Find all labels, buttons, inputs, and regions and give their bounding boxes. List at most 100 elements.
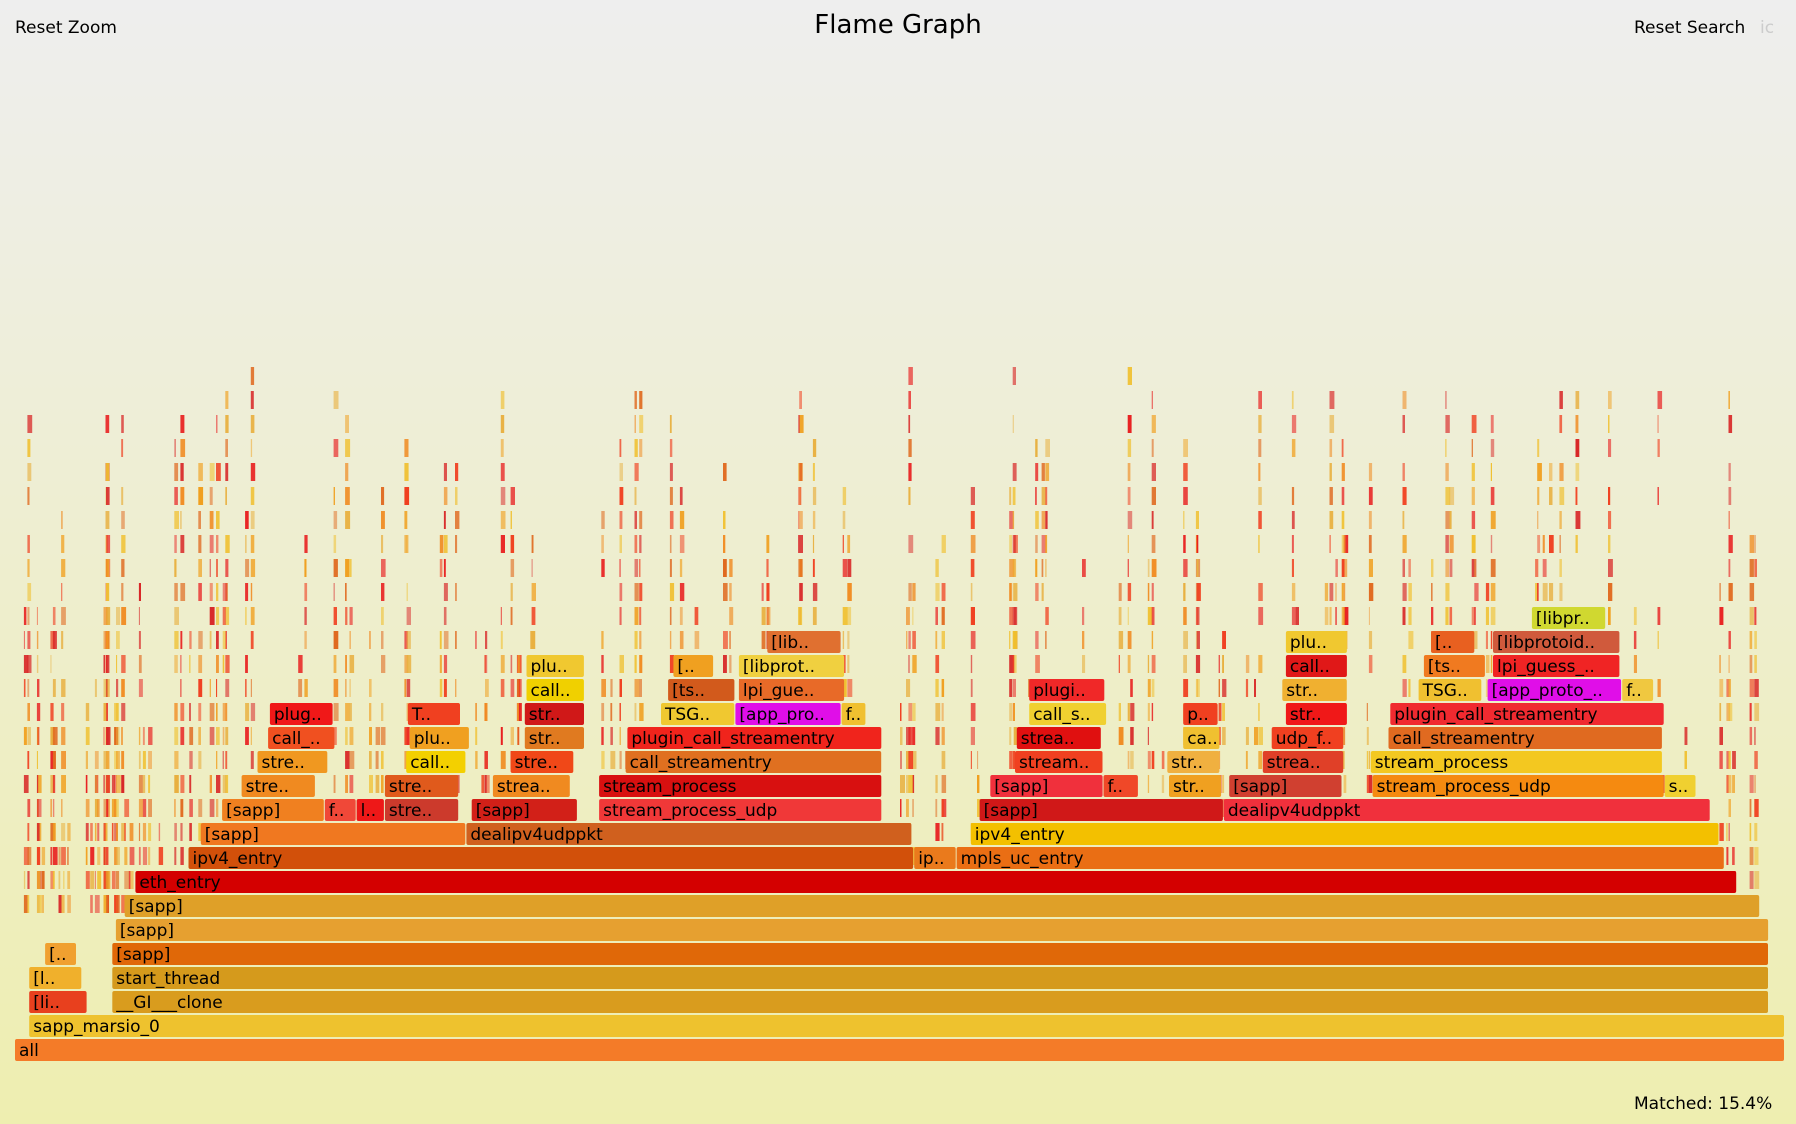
flame-frame[interactable]: __GI___clone bbox=[112, 991, 1768, 1013]
flame-frame[interactable]: ipv4_entry bbox=[970, 823, 1719, 845]
flame-frame-bar[interactable] bbox=[356, 799, 384, 821]
flame-frame-bar[interactable] bbox=[1423, 655, 1485, 677]
flame-frame[interactable]: plu.. bbox=[526, 655, 584, 677]
flame-frame-bar[interactable] bbox=[627, 727, 882, 749]
flame-frame-bar[interactable] bbox=[599, 799, 882, 821]
flame-frame-bar[interactable] bbox=[738, 655, 845, 677]
flame-frame-bar[interactable] bbox=[625, 751, 882, 773]
flame-frame[interactable]: [.. bbox=[45, 943, 76, 965]
flame-frame[interactable]: [app_pro.. bbox=[735, 703, 841, 725]
flame-frame-bar[interactable] bbox=[1223, 799, 1710, 821]
flame-frame-bar[interactable] bbox=[1487, 679, 1622, 701]
flame-frame[interactable]: [l.. bbox=[29, 967, 82, 989]
flame-frame[interactable]: stre.. bbox=[257, 751, 328, 773]
flame-frame[interactable]: [ts.. bbox=[1423, 655, 1485, 677]
flame-frame-bar[interactable] bbox=[112, 943, 1768, 965]
flame-frame-bar[interactable] bbox=[1418, 679, 1482, 701]
reset-zoom-button[interactable]: Reset Zoom bbox=[15, 18, 117, 38]
flame-frame[interactable]: stream_process bbox=[599, 775, 882, 797]
flame-frame[interactable]: [sapp] bbox=[990, 775, 1103, 797]
flame-frame-bar[interactable] bbox=[1282, 679, 1347, 701]
flame-frame[interactable]: plugin_call_streamentry bbox=[627, 727, 882, 749]
flame-frame[interactable]: [sapp] bbox=[115, 919, 1769, 941]
flame-frame[interactable]: str.. bbox=[1282, 679, 1347, 701]
flame-frame-bar[interactable] bbox=[841, 703, 866, 725]
flame-frame[interactable]: [sapp] bbox=[124, 895, 1760, 917]
flame-frame-bar[interactable] bbox=[1493, 631, 1620, 653]
flame-frame[interactable]: stre.. bbox=[510, 751, 574, 773]
flame-frame-bar[interactable] bbox=[257, 751, 328, 773]
flame-frame-bar[interactable] bbox=[1372, 775, 1664, 797]
flame-frame[interactable]: all bbox=[15, 1039, 1784, 1061]
flame-frame-bar[interactable] bbox=[1285, 631, 1347, 653]
flame-frame-bar[interactable] bbox=[1622, 679, 1654, 701]
flame-frame[interactable]: lpi_guess_.. bbox=[1493, 655, 1620, 677]
flame-frame[interactable]: [app_proto_.. bbox=[1487, 679, 1622, 701]
flame-frame-bar[interactable] bbox=[492, 775, 570, 797]
flame-frame[interactable]: stre.. bbox=[384, 775, 459, 797]
flame-frame[interactable]: [sapp] bbox=[200, 823, 466, 845]
flame-frame-bar[interactable] bbox=[1169, 775, 1222, 797]
flame-frame-bar[interactable] bbox=[1370, 751, 1662, 773]
flame-frame[interactable]: p.. bbox=[1183, 703, 1218, 725]
flame-frame-bar[interactable] bbox=[1262, 751, 1344, 773]
flame-frame-bar[interactable] bbox=[409, 727, 469, 749]
flame-frame[interactable]: f.. bbox=[1103, 775, 1138, 797]
flame-frame[interactable]: call_streamentry bbox=[625, 751, 882, 773]
flame-frame[interactable]: [libprotoid.. bbox=[1493, 631, 1620, 653]
flame-frame-bar[interactable] bbox=[524, 703, 584, 725]
flame-frame[interactable]: [.. bbox=[673, 655, 714, 677]
flame-frame-bar[interactable] bbox=[112, 991, 1768, 1013]
flame-frame-bar[interactable] bbox=[1390, 703, 1664, 725]
flame-frame[interactable]: [sapp] bbox=[979, 799, 1223, 821]
flame-frame[interactable]: str.. bbox=[524, 727, 584, 749]
flame-frame-bar[interactable] bbox=[526, 679, 584, 701]
flame-frame-bar[interactable] bbox=[1285, 655, 1347, 677]
flame-frame-bar[interactable] bbox=[990, 775, 1103, 797]
flame-frame-bar[interactable] bbox=[661, 703, 735, 725]
flame-frame-bar[interactable] bbox=[124, 895, 1760, 917]
flame-frame-bar[interactable] bbox=[135, 871, 1737, 893]
flame-frame-bar[interactable] bbox=[524, 727, 584, 749]
flame-frame[interactable]: plu.. bbox=[1285, 631, 1347, 653]
flame-frame-bar[interactable] bbox=[384, 775, 459, 797]
flame-frame[interactable]: TSG.. bbox=[661, 703, 735, 725]
flame-frame[interactable]: eth_entry bbox=[135, 871, 1737, 893]
flame-frame-bar[interactable] bbox=[599, 775, 882, 797]
flame-frame[interactable]: stre.. bbox=[384, 799, 459, 821]
flame-frame-bar[interactable] bbox=[1388, 727, 1662, 749]
flame-frame[interactable]: [sapp] bbox=[471, 799, 577, 821]
flame-frame[interactable]: call_streamentry bbox=[1388, 727, 1662, 749]
flame-frame[interactable]: str.. bbox=[1285, 703, 1347, 725]
flame-frame-bar[interactable] bbox=[29, 991, 87, 1013]
flame-frame-bar[interactable] bbox=[1229, 775, 1342, 797]
flame-frame-bar[interactable] bbox=[1271, 727, 1344, 749]
flame-frame-bar[interactable] bbox=[1016, 727, 1101, 749]
flame-frame[interactable]: udp_f.. bbox=[1271, 727, 1344, 749]
flame-frame[interactable]: plu.. bbox=[409, 727, 469, 749]
flame-frame[interactable]: s.. bbox=[1664, 775, 1696, 797]
flame-frame-bar[interactable] bbox=[1531, 607, 1606, 629]
flame-frame-bar[interactable] bbox=[15, 1039, 1784, 1061]
flame-frame-bar[interactable] bbox=[29, 1015, 1785, 1037]
flame-frame-bar[interactable] bbox=[29, 967, 82, 989]
flame-frame[interactable]: [libprot.. bbox=[738, 655, 845, 677]
flame-frame-bar[interactable] bbox=[956, 847, 1724, 869]
flame-frame-bar[interactable] bbox=[200, 823, 466, 845]
flame-frame[interactable]: ca.. bbox=[1183, 727, 1220, 749]
flame-frame[interactable]: stream_process_udp bbox=[599, 799, 882, 821]
flame-frame[interactable]: stream_process_udp bbox=[1372, 775, 1664, 797]
flame-frame[interactable]: strea.. bbox=[1016, 727, 1101, 749]
flame-frame[interactable]: T.. bbox=[407, 703, 460, 725]
flame-frame-bar[interactable] bbox=[1183, 703, 1218, 725]
flame-frame-bar[interactable] bbox=[115, 919, 1769, 941]
flame-frame[interactable]: str.. bbox=[1169, 775, 1222, 797]
flame-frame-bar[interactable] bbox=[1285, 703, 1347, 725]
flame-frame[interactable]: l.. bbox=[356, 799, 384, 821]
flame-frame-bar[interactable] bbox=[510, 751, 574, 773]
flame-frame[interactable]: call.. bbox=[406, 751, 466, 773]
flame-frame[interactable]: call.. bbox=[1285, 655, 1347, 677]
flame-frame-bar[interactable] bbox=[738, 679, 845, 701]
flame-frame-bar[interactable] bbox=[268, 727, 335, 749]
flame-frame-bar[interactable] bbox=[735, 703, 841, 725]
